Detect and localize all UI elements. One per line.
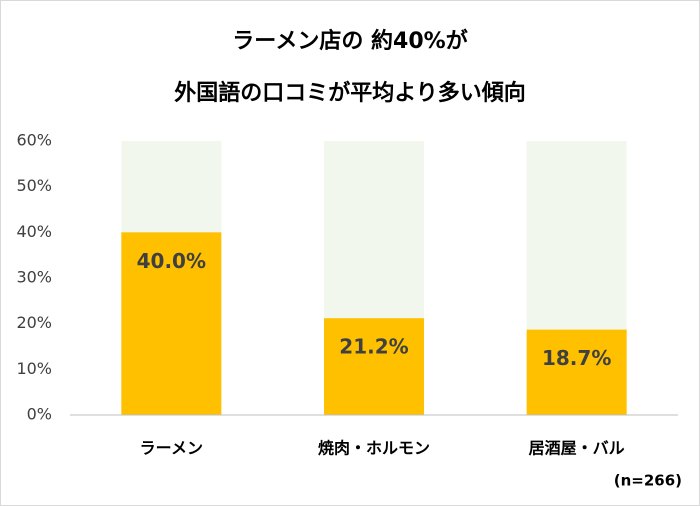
- value-label: 40.0%: [137, 249, 206, 273]
- y-tick-label: 50%: [16, 176, 52, 195]
- bar: [324, 318, 424, 415]
- y-tick-label: 20%: [16, 313, 52, 332]
- y-tick-label: 40%: [16, 222, 52, 241]
- chart-title: ラーメン店の 約40%が: [232, 28, 467, 54]
- bar: [121, 232, 222, 415]
- y-tick-label: 60%: [16, 131, 52, 150]
- x-tick-label: 焼肉・ホルモン: [318, 439, 430, 458]
- x-tick-label: 居酒屋・バル: [529, 439, 625, 458]
- note: (n=266): [614, 472, 682, 490]
- chart-title: 外国語の口コミが平均より多い傾向: [174, 80, 526, 106]
- y-tick-label: 10%: [16, 359, 52, 378]
- value-label: 18.7%: [542, 346, 611, 370]
- value-label: 21.2%: [339, 335, 408, 359]
- bar: [526, 329, 627, 415]
- y-tick-label: 0%: [27, 405, 52, 424]
- y-tick-label: 30%: [16, 268, 52, 287]
- x-tick-label: ラーメン: [140, 439, 203, 458]
